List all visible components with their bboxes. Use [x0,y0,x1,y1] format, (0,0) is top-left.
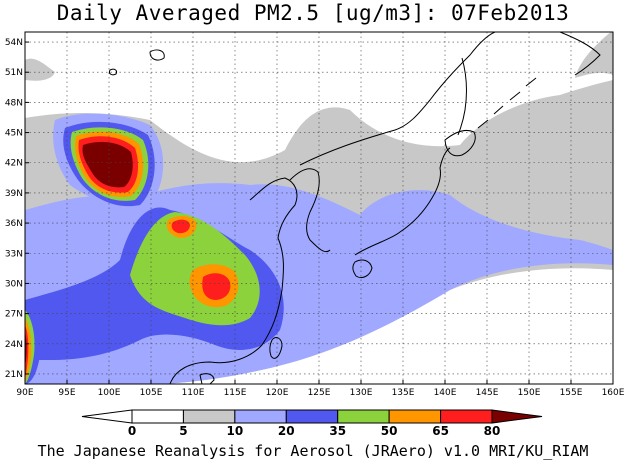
colorbar-label: 20 [278,424,295,438]
lon-tick-label: 145E [476,388,499,398]
colorbar-label: 0 [128,424,136,438]
gridlines [25,32,613,384]
colorbar-arrow-high [491,409,543,424]
colorbar-label: 80 [484,424,501,438]
coastline-hokkaido [444,129,476,157]
lon-tick-label: 95E [58,388,75,398]
coastline-kyushu [352,259,373,279]
concentration-field [25,32,613,384]
lat-tick-labels: 54N 51N 48N 45N 42N 39N 36N 33N 30N 27N 24N 21N [5,38,29,380]
lon-tick-label: 140E [434,388,457,398]
coastlines [109,32,601,384]
level-gray-nw [25,58,55,81]
lon-tick-label: 125E [308,388,331,398]
lat-tick-label: 54N [5,38,23,48]
lon-tick-label: 110E [182,388,205,398]
lon-tick-label: 100E [98,388,121,398]
colorbar-label: 10 [227,424,244,438]
lat-tick-label: 48N [5,98,23,108]
lat-tick-label: 36N [5,219,23,229]
colorbar-label: 65 [432,424,449,438]
coastline-korea [289,168,331,253]
colorbar-label: 5 [179,424,187,438]
lon-tick-label: 150E [518,388,541,398]
coastline-hainan [199,373,215,384]
colorbar-segment [182,409,236,424]
lat-tick-label: 27N [5,310,23,320]
colorbar: 0 5 10 20 35 50 65 80 [81,409,543,438]
lat-tick-label: 24N [5,340,23,350]
lat-tick-label: 33N [5,249,23,259]
lat-tick-label: 51N [5,68,23,78]
lon-tick-label: 160E [602,388,625,398]
coastline-kamchatka [559,32,601,76]
lat-tick-label: 30N [5,279,23,289]
lat-tick-label: 39N [5,189,23,199]
colorbar-label: 50 [381,424,398,438]
lat-tick-label: 42N [5,159,23,169]
coastline-china [169,177,298,384]
lat-tick-label: 45N [5,129,23,139]
coastline-sakhalin [457,57,467,136]
level-gray-east [532,128,613,207]
map-title: Daily Averaged PM2.5 [ug/m3]: 07Feb2013 [56,1,570,25]
coastline-japan-honshu [354,147,451,256]
colorbar-segment [440,409,493,424]
lon-tick-label: 155E [560,388,583,398]
lon-tick-label: 135E [392,388,415,398]
lat-tick-label: 21N [5,370,23,380]
colorbar-segment [131,409,184,424]
colorbar-label: 35 [329,424,346,438]
level-darkred-nw [82,141,133,188]
lon-tick-label: 130E [350,388,373,398]
colorbar-segment [337,409,390,424]
lon-tick-labels: 90E 95E 100E 105E 110E 115E 120E 125E 130E 135E 14… [16,380,625,398]
lon-tick-label: 120E [266,388,289,398]
coastline-kuril [477,77,537,129]
level-red-2 [171,219,190,234]
colorbar-segment [285,409,339,424]
colorbar-segment [234,409,287,424]
coastline-lakes [109,49,165,76]
lon-tick-label: 105E [140,388,163,398]
lon-tick-label: 90E [16,388,33,398]
footer-credit: The Japanese Reanalysis for Aerosol (JRA… [37,442,589,460]
colorbar-segment [388,409,442,424]
coastline-russia [299,32,496,166]
colorbar-arrow-low [81,409,133,424]
coastline-taiwan [269,337,283,359]
lon-tick-label: 115E [224,388,247,398]
level-red [202,273,231,300]
level-gray-north [575,32,613,78]
